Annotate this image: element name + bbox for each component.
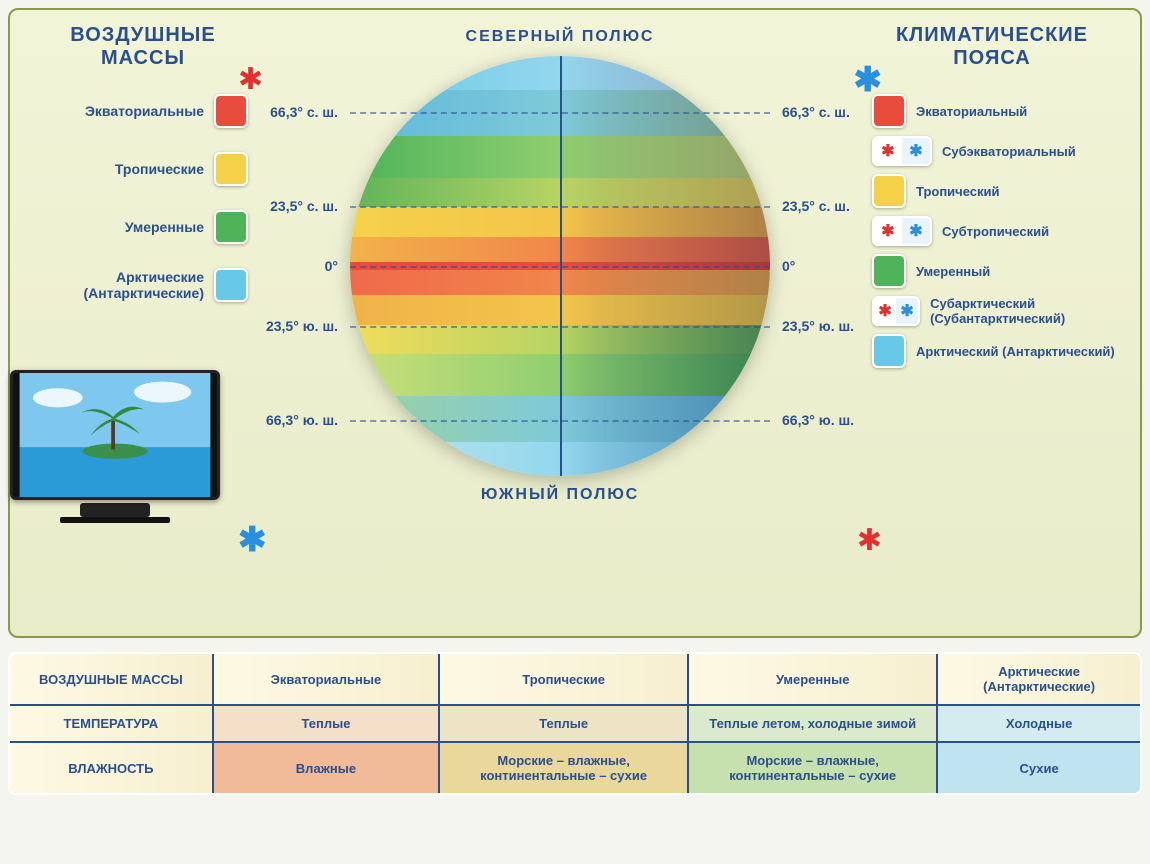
sun-icon: ✱	[857, 523, 882, 558]
latitude-line	[350, 266, 770, 268]
legend-label: Тропический	[916, 184, 1000, 199]
climate-zone-legend-item: ✱✱ Субэкваториальный	[862, 136, 1122, 166]
latitude-label-right: 0°	[782, 258, 795, 274]
globe-column: СЕВЕРНЫЙ ПОЛЮС ✱ ✱ ✱ ✱ 66,3° с. ш.66,3° …	[268, 24, 852, 622]
globe-wrap: 66,3° с. ш.66,3° с. ш.23,5° с. ш.23,5° с…	[350, 56, 770, 476]
legend-label: Арктический (Антарктический)	[916, 344, 1115, 359]
latitude-label-right: 23,5° ю. ш.	[782, 318, 854, 334]
latitude-label-right: 23,5° с. ш.	[782, 198, 850, 214]
air-masses-column: ВОЗДУШНЫЕ МАССЫ Экваториальные Тропически…	[28, 24, 268, 622]
snowflake-icon: ✱	[896, 298, 918, 324]
snowflake-icon: ✱	[238, 520, 267, 560]
south-pole-label: ЮЖНЫЙ ПОЛЮС	[481, 486, 639, 504]
sun-icon: ✱	[874, 218, 902, 244]
color-swatch	[872, 174, 906, 208]
legend-label: Экваториальный	[916, 104, 1027, 119]
latitude-label-left: 23,5° с. ш.	[270, 198, 338, 214]
legend-label: Субтропический	[942, 224, 1049, 239]
sun-icon: ✱	[238, 62, 263, 97]
snowflake-icon: ✱	[854, 60, 883, 100]
latitude-label-right: 66,3° с. ш.	[782, 104, 850, 120]
latitude-label-left: 66,3° с. ш.	[270, 104, 338, 120]
table-temp-cell: Теплые летом, холодные зимой	[688, 705, 937, 742]
latitude-line	[350, 206, 770, 208]
table-row-header: ТЕМПЕРАТУРА	[9, 705, 213, 742]
latitude-label-right: 66,3° ю. ш.	[782, 412, 854, 428]
table-header-cell: Тропические	[439, 653, 688, 705]
air-mass-legend-item: Тропические	[28, 152, 258, 186]
table-row-header: ВЛАЖНОСТЬ	[9, 742, 213, 794]
split-swatch: ✱✱	[872, 216, 932, 246]
summary-table-wrap: ВОЗДУШНЫЕ МАССЫЭкваториальныеТропические…	[8, 652, 1142, 795]
legend-label: Умеренные	[28, 219, 204, 235]
latitude-label-left: 23,5° ю. ш.	[266, 318, 338, 334]
table-temp-cell: Холодные	[937, 705, 1141, 742]
table-humidity-row: ВЛАЖНОСТЬВлажныеМорские – влажные, конти…	[9, 742, 1141, 794]
air-mass-legend-item: Арктические (Антарктические)	[28, 268, 258, 302]
table-row-header: ВОЗДУШНЫЕ МАССЫ	[9, 653, 213, 705]
color-swatch	[872, 254, 906, 288]
color-swatch	[214, 268, 248, 302]
climate-zone-legend-item: ✱✱ Субтропический	[862, 216, 1122, 246]
climate-zone-legend-item: Арктический (Антарктический)	[862, 334, 1122, 368]
tv-monitor-decoration	[10, 370, 220, 525]
table-temp-cell: Теплые	[213, 705, 439, 742]
legend-label: Умеренный	[916, 264, 990, 279]
monitor-frame	[10, 370, 220, 500]
color-swatch	[214, 94, 248, 128]
climate-zone-legend-item: ✱✱ Субарктический (Субантарктический)	[862, 296, 1122, 326]
color-swatch	[872, 334, 906, 368]
table-temp-cell: Теплые	[439, 705, 688, 742]
snowflake-icon: ✱	[902, 138, 930, 164]
color-swatch	[214, 152, 248, 186]
legend-label: Субарктический (Субантарктический)	[930, 296, 1122, 326]
legend-label: Тропические	[28, 161, 204, 177]
snowflake-icon: ✱	[902, 218, 930, 244]
table-header-cell: Экваториальные	[213, 653, 439, 705]
climate-zone-legend-item: Тропический	[862, 174, 1122, 208]
poster-columns: ВОЗДУШНЫЕ МАССЫ Экваториальные Тропически…	[28, 24, 1122, 622]
latitude-label-left: 0°	[325, 258, 338, 274]
split-swatch: ✱✱	[872, 136, 932, 166]
summary-table: ВОЗДУШНЫЕ МАССЫЭкваториальныеТропические…	[8, 652, 1142, 795]
climate-zones-title: КЛИМАТИЧЕСКИЕ ПОЯСА	[862, 24, 1122, 70]
table-temp-row: ТЕМПЕРАТУРАТеплыеТеплыеТеплые летом, хол…	[9, 705, 1141, 742]
sun-icon: ✱	[874, 298, 896, 324]
air-mass-legend-item: Умеренные	[28, 210, 258, 244]
latitude-line	[350, 326, 770, 328]
sun-icon: ✱	[874, 138, 902, 164]
monitor-stand	[80, 503, 150, 517]
table-header-cell: Умеренные	[688, 653, 937, 705]
color-swatch	[214, 210, 248, 244]
air-masses-title: ВОЗДУШНЫЕ МАССЫ	[28, 24, 258, 70]
legend-label: Арктические (Антарктические)	[28, 269, 204, 301]
table-humidity-cell: Влажные	[213, 742, 439, 794]
air-mass-legend-item: Экваториальные	[28, 94, 258, 128]
monitor-base	[60, 517, 170, 523]
latitude-line	[350, 112, 770, 114]
latitude-line	[350, 420, 770, 422]
latitude-label-left: 66,3° ю. ш.	[266, 412, 338, 428]
north-pole-label: СЕВЕРНЫЙ ПОЛЮС	[466, 28, 655, 46]
table-humidity-cell: Морские – влажные, континентальные – сух…	[439, 742, 688, 794]
table-header-row: ВОЗДУШНЫЕ МАССЫЭкваториальныеТропические…	[9, 653, 1141, 705]
legend-label: Экваториальные	[28, 103, 204, 119]
split-swatch: ✱✱	[872, 296, 920, 326]
climate-zone-legend-item: Умеренный	[862, 254, 1122, 288]
table-humidity-cell: Морские – влажные, континентальные – сух…	[688, 742, 937, 794]
tropical-island-image	[13, 373, 217, 497]
climate-zones-column: КЛИМАТИЧЕСКИЕ ПОЯСА Экваториальный✱✱Субэ…	[852, 24, 1122, 622]
climate-poster: ВОЗДУШНЫЕ МАССЫ Экваториальные Тропически…	[8, 8, 1142, 638]
table-humidity-cell: Сухие	[937, 742, 1141, 794]
legend-label: Субэкваториальный	[942, 144, 1076, 159]
climate-zone-legend-item: Экваториальный	[862, 94, 1122, 128]
table-header-cell: Арктические (Антарктические)	[937, 653, 1141, 705]
